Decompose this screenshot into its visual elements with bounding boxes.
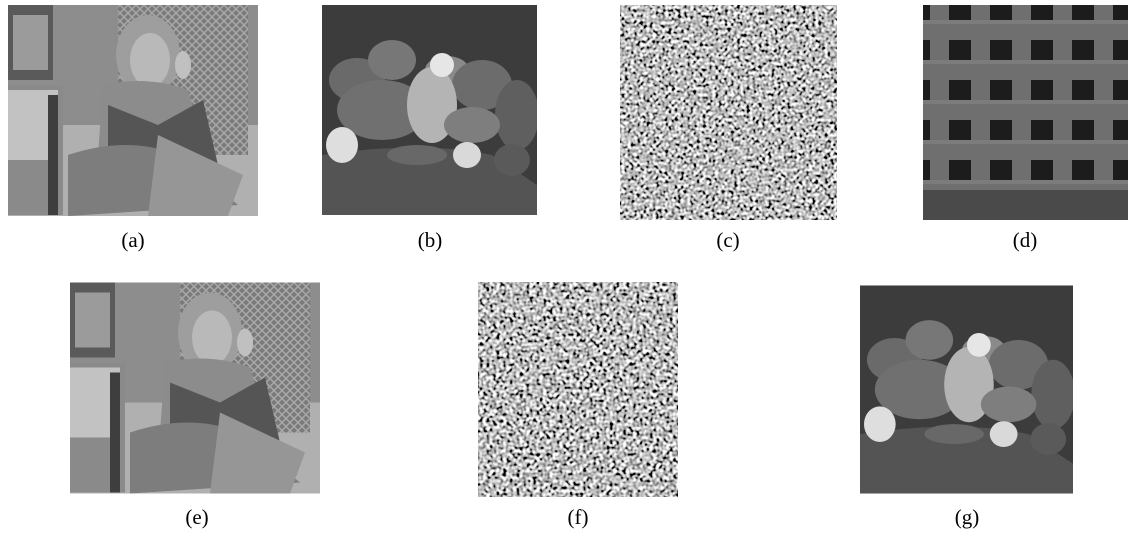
caption: (g) [955,505,980,529]
image [923,5,1128,220]
image [478,282,678,497]
caption: (e) [185,505,208,529]
page: {"figure": {"panels": [ {"label": "(a)"}… [0,0,1132,538]
caption: (b) [418,228,443,252]
figure: (a) (b) (c) (d) (e) (f) (g) [0,0,1132,533]
caption: (c) [716,228,739,252]
image [70,283,320,494]
image [322,5,539,215]
image [860,285,1075,493]
caption: (d) [1013,228,1038,252]
caption: (f) [568,505,589,529]
image [8,5,258,216]
caption: (a) [121,228,144,252]
image [620,5,837,220]
